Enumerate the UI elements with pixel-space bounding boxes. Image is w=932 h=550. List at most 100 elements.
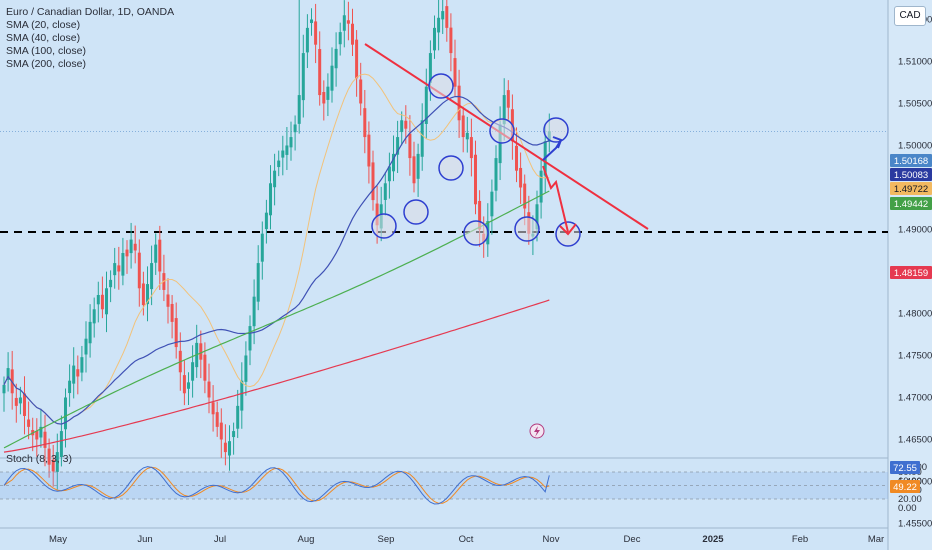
candle-body — [252, 296, 256, 327]
candle-body — [297, 95, 301, 124]
time-tick-label: Oct — [459, 534, 474, 545]
candle-body — [338, 32, 342, 45]
candle-body — [392, 153, 395, 172]
candle-body — [310, 19, 313, 24]
candle-body — [158, 239, 162, 272]
candle-body — [199, 343, 203, 360]
candle-body — [121, 253, 125, 276]
candle-body — [187, 382, 190, 389]
candle-body — [141, 283, 145, 306]
candle-body — [457, 85, 461, 121]
price-tick-label: 1.50500 — [898, 98, 932, 109]
candle-body — [363, 108, 367, 138]
candle-body — [14, 397, 18, 406]
swing-point-circle — [489, 118, 515, 144]
candle-body — [355, 39, 359, 79]
time-tick-label: May — [49, 534, 67, 545]
currency-label[interactable]: CAD — [894, 6, 926, 26]
candle-body — [146, 284, 149, 305]
legend-sma20[interactable]: SMA (20, close) — [6, 19, 81, 31]
candle-body — [105, 288, 108, 315]
time-tick-label: Mar — [868, 534, 884, 545]
candle-body — [23, 393, 26, 416]
legend-sma200[interactable]: SMA (200, close) — [6, 58, 86, 70]
legend-sma100[interactable]: SMA (100, close) — [6, 45, 86, 57]
candle-body — [367, 134, 371, 167]
candle-body — [264, 212, 268, 230]
candle-body — [59, 431, 63, 457]
candle-body — [465, 132, 469, 140]
time-tick-label: Feb — [792, 534, 808, 545]
candle-body — [453, 58, 457, 87]
candle-body — [223, 442, 227, 453]
candle-body — [129, 239, 133, 254]
price-badge-label: 1.49722 — [894, 184, 928, 195]
candle-body — [207, 381, 211, 398]
candle-body — [88, 321, 92, 344]
swing-point-circle — [514, 216, 540, 242]
candle-body — [478, 200, 482, 230]
candle-body — [6, 368, 10, 380]
price-badge — [890, 197, 932, 210]
osc-badge-label: 72.55 — [893, 463, 917, 474]
legend-sma40[interactable]: SMA (40, close) — [6, 32, 81, 44]
candle-body — [269, 183, 272, 216]
swing-point-circle — [428, 73, 454, 99]
price-badge-label: 1.48159 — [894, 268, 928, 279]
candle-body — [109, 279, 113, 288]
candle-body — [27, 419, 31, 427]
candle-body — [289, 137, 293, 148]
candle-body — [96, 295, 100, 305]
time-tick-label: Dec — [624, 534, 641, 545]
candle-body — [502, 95, 506, 125]
candle-body — [125, 249, 129, 257]
osc-tick-label: 0.00 — [898, 503, 917, 514]
price-badge — [890, 154, 932, 167]
candle-body — [519, 167, 523, 188]
candle-body — [76, 369, 80, 377]
candle-body — [523, 183, 527, 209]
candle-body — [170, 303, 174, 322]
candle-body — [412, 156, 416, 184]
price-badge-label: 1.49442 — [894, 199, 928, 210]
candle-body — [244, 355, 248, 382]
candle-body — [535, 204, 539, 230]
candle-body — [305, 27, 309, 53]
candle-body — [203, 354, 207, 381]
candle-body — [469, 137, 473, 159]
candle-body — [43, 431, 47, 448]
candle-body — [383, 183, 387, 200]
candle-body — [236, 405, 240, 429]
candle-body — [51, 459, 55, 472]
candle-body — [461, 115, 465, 138]
candle-body — [293, 124, 297, 133]
bearish-arrowhead — [559, 223, 577, 236]
candle-body — [211, 402, 215, 415]
candle-body — [191, 362, 195, 381]
candle-body — [281, 150, 285, 158]
price-badge-label: 1.50083 — [894, 170, 928, 181]
candle-body — [228, 441, 231, 456]
candle-body — [433, 27, 436, 51]
candle-body — [35, 430, 39, 440]
chart-title: Euro / Canadian Dollar, 1D, OANDA — [6, 6, 175, 18]
candle-body — [240, 380, 244, 411]
candle-body — [117, 265, 121, 272]
candle-body — [416, 153, 420, 179]
candle-body — [39, 426, 43, 438]
price-tick-label: 1.45500 — [898, 518, 932, 529]
candle-body — [396, 137, 400, 155]
price-tick-label: 1.50000 — [898, 140, 932, 151]
candle-body — [174, 318, 178, 348]
candle-body — [494, 158, 498, 191]
price-badge-label: 1.50168 — [894, 156, 928, 167]
candle-body — [330, 65, 334, 91]
candle-body — [232, 431, 236, 438]
candle-body — [80, 357, 84, 373]
candle-body — [166, 294, 170, 307]
stoch-legend[interactable]: Stoch (8, 3, 3) — [6, 453, 72, 465]
candle-body — [47, 448, 51, 465]
swing-point-circle — [463, 220, 489, 246]
price-badge — [890, 168, 932, 181]
